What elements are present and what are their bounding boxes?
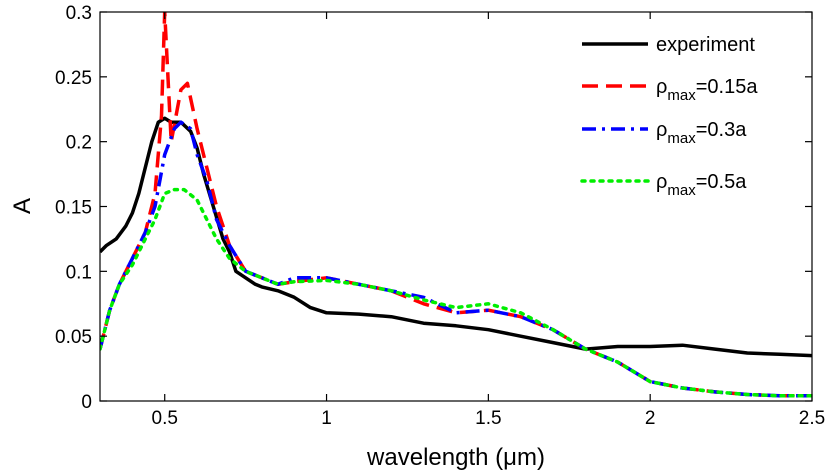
legend-label-main-1: ρ [656, 76, 667, 98]
legend-label-main-2: ρ [656, 119, 667, 141]
legend-label-sub-1: max [667, 87, 696, 104]
y-tick-label-4: 0.2 [66, 133, 92, 154]
series-line-3 [100, 187, 812, 398]
series-line-0 [100, 116, 812, 358]
legend-label-sub-3: max [667, 182, 696, 199]
series-line-1 [100, 12, 812, 398]
y-axis-label: A [9, 198, 36, 214]
legend-label-suffix-2: =0.3a [696, 119, 747, 141]
y-tick-label-1: 0.05 [55, 327, 92, 348]
legend-label-sub-2: max [667, 130, 696, 147]
x-tick-label-1: 1 [321, 408, 332, 429]
legend-label-2: ρmax=0.3a [656, 119, 747, 147]
y-tick-label-6: 0.3 [66, 3, 92, 24]
legend-label-3: ρmax=0.5a [656, 171, 747, 199]
x-tick-label-2: 1.5 [475, 408, 501, 429]
axis-ticks [100, 11, 813, 402]
legend-label-main-0: experiment [656, 34, 755, 56]
plot-area-frame [99, 11, 813, 402]
series-layer [100, 12, 812, 398]
axis-tick-labels: 0.5 1 1.5 2 2.5 0 0.05 0.1 0.15 0.2 0.25 0.3 [55, 3, 825, 429]
y-tick-label-2: 0.1 [66, 262, 92, 283]
legend-label-0: experiment [656, 34, 755, 56]
y-tick-label-5: 0.25 [55, 68, 92, 89]
x-tick-label-3: 2 [645, 408, 656, 429]
x-tick-label-0: 0.5 [152, 408, 178, 429]
legend-label-1: ρmax=0.15a [656, 76, 758, 104]
legend-label-suffix-1: =0.15a [696, 76, 759, 98]
series-line-2 [100, 120, 812, 398]
y-tick-label-0: 0 [81, 392, 92, 413]
y-tick-label-3: 0.15 [55, 198, 92, 219]
x-tick-label-4: 2.5 [799, 408, 825, 429]
legend-label-main-3: ρ [656, 171, 667, 193]
legend-label-suffix-3: =0.5a [696, 171, 747, 193]
x-axis-label: wavelength (μm) [366, 444, 545, 471]
